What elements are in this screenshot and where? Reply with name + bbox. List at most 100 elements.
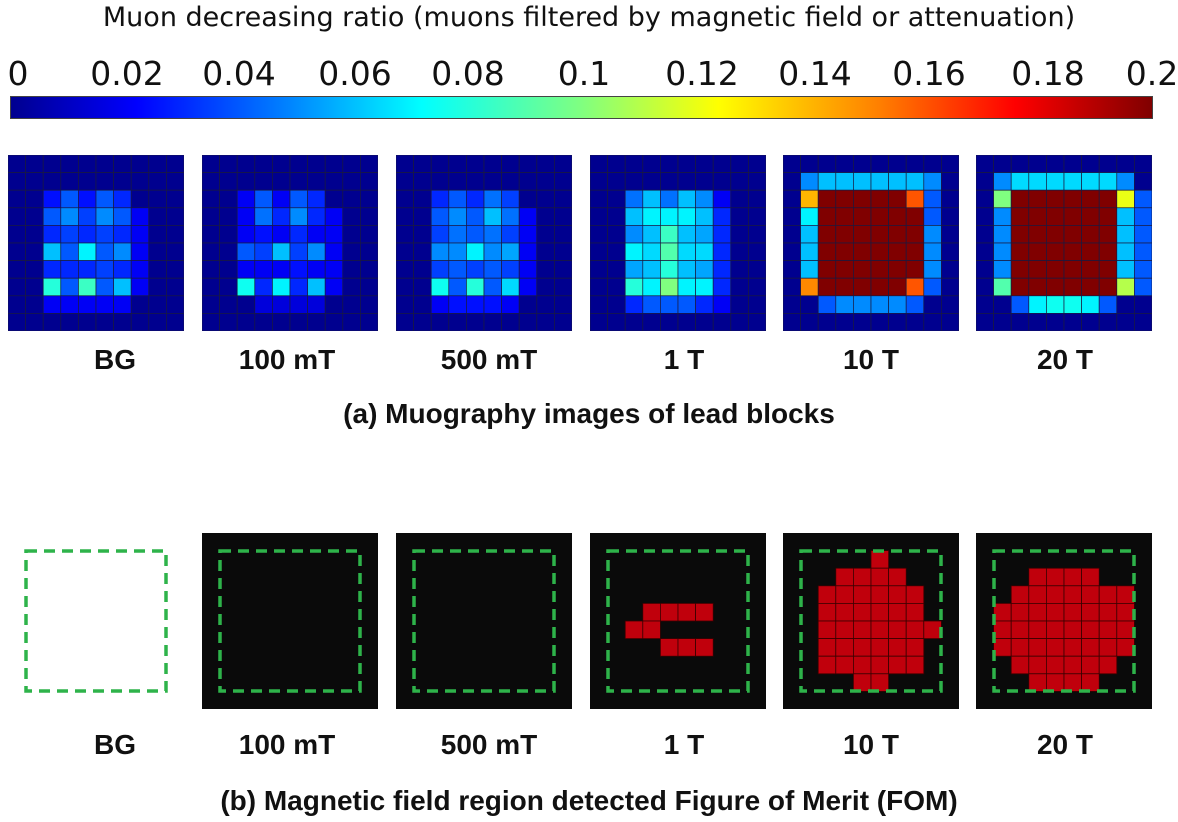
heatmap-cell xyxy=(60,172,79,191)
heatmap-cell xyxy=(1028,225,1047,244)
heatmap-cell xyxy=(289,313,308,331)
heatmap-cell xyxy=(448,155,467,173)
heatmap-cell xyxy=(307,295,326,314)
fom-detected-cell xyxy=(1116,603,1135,622)
heatmap-cell xyxy=(642,207,661,226)
heatmap-1-t xyxy=(590,155,766,331)
heatmap-cell xyxy=(42,155,62,173)
heatmap-cell xyxy=(660,189,679,209)
heatmap-cell xyxy=(712,155,732,173)
heatmap-cell xyxy=(25,207,44,226)
heatmap-cell xyxy=(554,172,572,191)
heatmap-cell xyxy=(166,207,184,226)
colorbar-tick-label: 0.16 xyxy=(892,54,966,93)
heatmap-cell xyxy=(1028,189,1047,209)
fom-detected-cell xyxy=(1081,673,1100,692)
fom-detected-cell xyxy=(1046,603,1065,622)
heatmap-cell xyxy=(870,260,889,279)
heatmap-cell xyxy=(501,207,520,226)
heatmap-cell xyxy=(888,295,907,314)
heatmap-cell xyxy=(748,295,766,314)
heatmap-cell xyxy=(1098,295,1118,314)
heatmap-cell xyxy=(677,242,696,261)
heatmap-cell xyxy=(78,225,97,244)
heatmap-cell xyxy=(642,225,661,244)
heatmap-cell xyxy=(307,155,326,173)
heatmap-cell xyxy=(1098,189,1118,209)
heatmap-cell xyxy=(536,295,555,314)
heatmap-cell xyxy=(888,313,907,331)
heatmap-cell xyxy=(289,277,308,297)
heatmap-cell xyxy=(748,242,766,261)
heatmap-cell xyxy=(677,225,696,244)
heatmap-cell xyxy=(42,189,62,209)
heatmap-cell xyxy=(360,207,378,226)
heatmap-cell xyxy=(712,313,732,331)
heatmap-cell xyxy=(360,295,378,314)
heatmap-cell xyxy=(78,313,97,331)
heatmap-cell xyxy=(536,225,555,244)
heatmap-cell xyxy=(360,277,378,297)
heatmap-cell xyxy=(202,225,220,244)
heatmap-cell xyxy=(536,172,555,191)
heatmap-cell xyxy=(42,295,62,314)
heatmap-cell xyxy=(254,225,273,244)
fom-detected-cell xyxy=(905,585,925,604)
heatmap-cell xyxy=(95,277,114,297)
heatmap-cell xyxy=(853,225,872,244)
heatmap-500-mt xyxy=(396,155,572,331)
heatmap-cell xyxy=(660,155,679,173)
heatmap-cell xyxy=(466,313,485,331)
heatmap-cell xyxy=(642,295,661,314)
heatmap-cell xyxy=(642,242,661,261)
heatmap-cell xyxy=(554,277,572,297)
heatmap-cell xyxy=(342,242,361,261)
heatmap-cell xyxy=(8,189,26,209)
heatmap-cell xyxy=(993,189,1012,209)
heatmap-cell xyxy=(25,242,44,261)
heatmap-100-mt xyxy=(202,155,378,331)
fom-region-outline xyxy=(992,549,1136,693)
heatmap-cell xyxy=(8,260,26,279)
heatmap-cell xyxy=(748,207,766,226)
heatmap-cell xyxy=(1081,225,1100,244)
fom-detected-cell xyxy=(1063,585,1083,604)
fom-detected-cell xyxy=(853,620,872,640)
heatmap-cell xyxy=(518,225,538,244)
heatmap-cell xyxy=(888,155,907,173)
heatmap-cell xyxy=(1010,207,1030,226)
heatmap-cell xyxy=(1116,295,1135,314)
fom-detected-cell xyxy=(624,620,644,640)
heatmap-cell xyxy=(748,277,766,297)
heatmap-cell xyxy=(923,172,942,191)
heatmap-cell xyxy=(1063,189,1082,209)
heatmap-cell xyxy=(219,207,238,226)
heatmap-cell xyxy=(342,207,361,226)
fom-detected-cell xyxy=(905,638,925,657)
heatmap-cell xyxy=(466,277,485,297)
heatmap-cell xyxy=(554,189,572,209)
heatmap-cell xyxy=(42,260,62,279)
heatmap-cell xyxy=(748,313,766,331)
fom-detected-cell xyxy=(1028,567,1047,587)
heatmap-cell xyxy=(396,260,414,279)
heatmap-cell xyxy=(342,172,361,191)
colorbar-tick-label: 0.08 xyxy=(431,54,505,93)
heatmap-cell xyxy=(624,172,644,191)
fom-detected-cell xyxy=(993,603,1012,622)
heatmap-cell xyxy=(166,225,184,244)
heatmap-cell xyxy=(870,207,889,226)
fom-detected-cell xyxy=(817,603,837,622)
heatmap-cell xyxy=(993,260,1012,279)
heatmap-cell xyxy=(113,313,132,331)
heatmap-cell xyxy=(95,260,114,279)
heatmap-cell xyxy=(130,313,150,331)
heatmap-cell xyxy=(113,172,132,191)
heatmap-cell xyxy=(976,313,994,331)
fom-map-100-mt xyxy=(202,533,378,709)
heatmap-cell xyxy=(272,295,291,314)
heatmap-cell xyxy=(536,313,555,331)
heatmap-cell xyxy=(360,189,378,209)
panel-b-label: 10 T xyxy=(842,729,900,760)
heatmap-cell xyxy=(1010,225,1030,244)
